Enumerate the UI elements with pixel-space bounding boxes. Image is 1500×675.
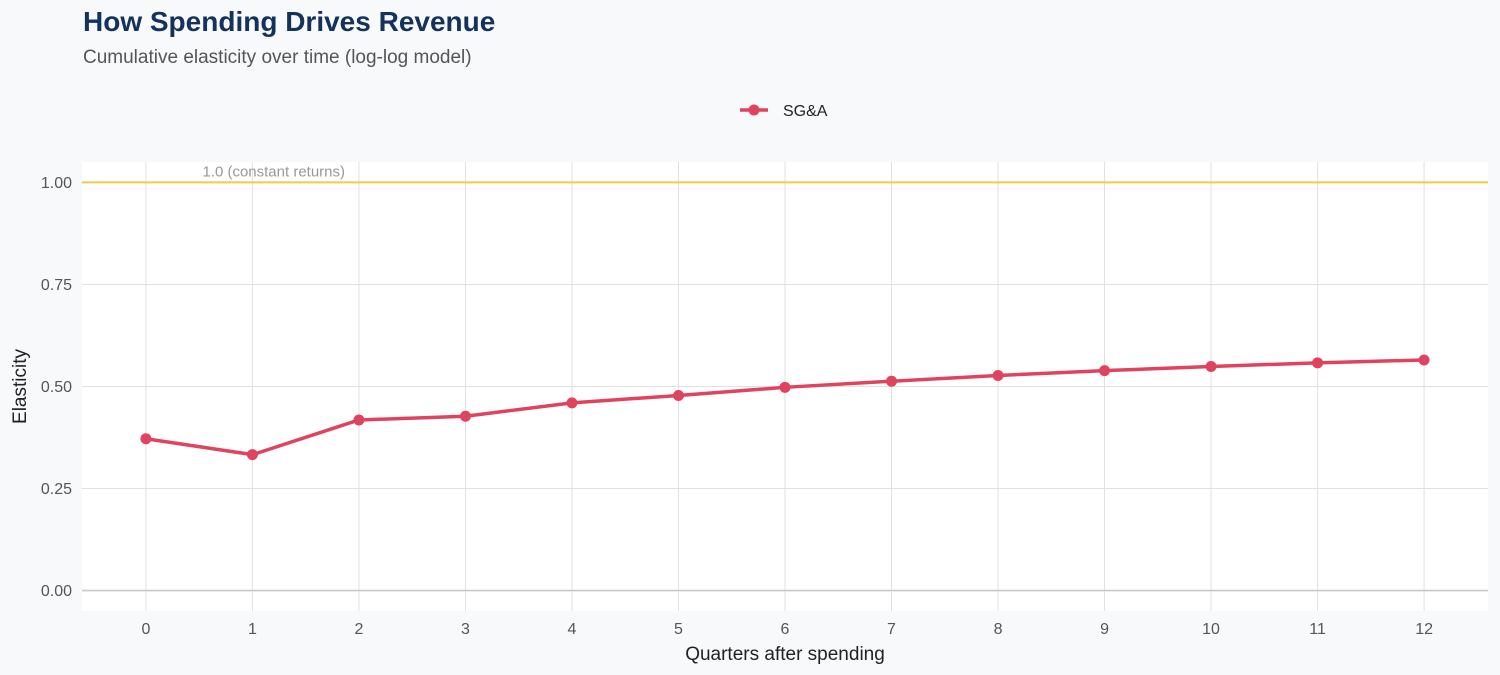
x-axis-title: Quarters after spending [685,644,885,665]
x-tick-label: 2 [354,621,363,638]
data-point [1312,357,1324,369]
data-point [1418,354,1430,366]
data-point [1099,365,1111,377]
grid-lines [82,162,1488,611]
x-tick-label: 3 [461,621,470,638]
x-tick-label: 1 [248,621,257,638]
legend-label: SG&A [783,103,828,120]
data-point [459,410,471,422]
x-tick-label: 0 [141,621,150,638]
y-tick-label: 0.00 [41,583,72,600]
data-point [992,369,1004,381]
x-tick-label: 8 [994,621,1003,638]
reference-line-group: 1.0 (constant returns) [82,163,1488,184]
x-tick-label: 10 [1202,621,1220,638]
y-axis-title: Elasticity [10,349,31,424]
axes-group: 0 1 2 3 4 5 6 7 8 9 10 11 120.000.250.500.751.00 [41,175,1433,638]
y-tick-label: 0.25 [41,481,72,498]
x-tick-label: 11 [1309,621,1326,638]
legend: SG&A [740,103,828,120]
data-point [566,397,578,409]
series-group [140,354,1430,461]
x-tick-label: 5 [674,621,683,638]
data-point [779,381,791,393]
x-tick-label: 6 [781,621,790,638]
chart-subtitle: Cumulative elasticity over time (log-log… [83,47,472,68]
reference-line-label: 1.0 (constant returns) [202,163,345,180]
legend-swatch-point [748,104,760,116]
data-point [140,433,152,445]
x-tick-label: 7 [887,621,896,638]
data-point [672,389,684,401]
y-tick-label: 1.00 [41,175,72,192]
data-point [886,375,898,387]
y-tick-label: 0.75 [41,277,72,294]
x-tick-label: 9 [1100,621,1109,638]
y-tick-label: 0.50 [41,379,72,396]
x-tick-label: 12 [1415,621,1433,638]
data-point [353,414,365,426]
chart-title: How Spending Drives Revenue [83,6,496,37]
data-point [1205,360,1217,372]
x-tick-label: 4 [568,621,577,638]
data-point [246,449,258,461]
